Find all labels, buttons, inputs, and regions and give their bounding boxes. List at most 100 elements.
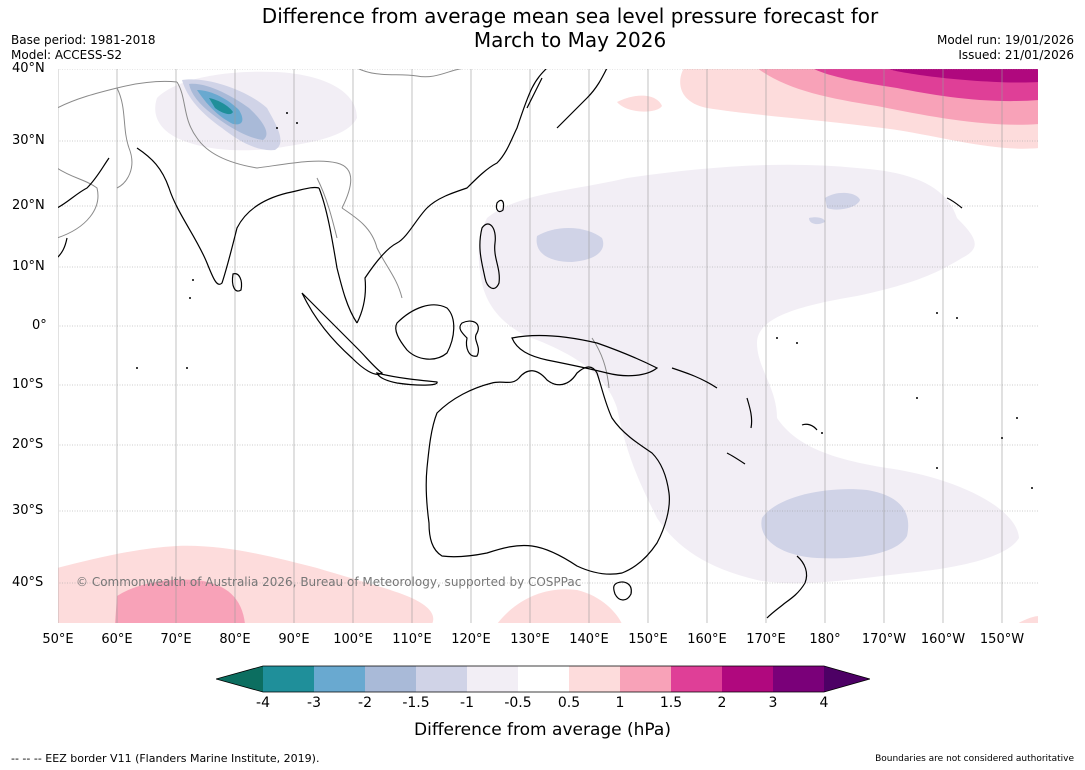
coast-india bbox=[136, 147, 320, 285]
coast-vanuatu bbox=[746, 397, 753, 429]
positive-anomaly-small-patch bbox=[617, 95, 662, 112]
coast-arabia bbox=[57, 157, 110, 259]
lon-label-90e: 90°E bbox=[278, 632, 310, 647]
map-frame bbox=[57, 68, 1039, 624]
colorbar-outline bbox=[216, 665, 870, 693]
coast-taiwan bbox=[495, 199, 505, 213]
coast-sumatra bbox=[301, 292, 384, 375]
colorbar-swatch-5 bbox=[467, 666, 518, 692]
border-arabia bbox=[57, 167, 99, 239]
island-dot bbox=[916, 397, 918, 399]
island-dot bbox=[189, 297, 191, 299]
island-dot bbox=[936, 312, 938, 314]
colorbar-swatch-9 bbox=[671, 666, 722, 692]
island-dot bbox=[796, 342, 798, 344]
meta-left: Base period: 1981-2018 Model: ACCESS-S2 bbox=[11, 33, 156, 63]
coast-fiji bbox=[801, 423, 818, 431]
border-india-pakistan bbox=[176, 81, 258, 169]
lat-label-20s: 20°S bbox=[12, 437, 44, 452]
lon-label-120e: 120°E bbox=[451, 632, 491, 647]
lon-label-140e: 140°E bbox=[569, 632, 609, 647]
negative-anomaly-1-north-pacific bbox=[825, 192, 860, 210]
lon-label-170e: 170°E bbox=[746, 632, 786, 647]
positive-anomaly-0-5-south-east bbox=[1017, 616, 1039, 624]
colorbar-tick: -4 bbox=[256, 695, 270, 711]
colorbar-swatch-10 bbox=[722, 666, 773, 692]
colorbar-swatch-8 bbox=[620, 666, 671, 692]
coast-java bbox=[376, 372, 438, 386]
island-dot bbox=[296, 122, 298, 124]
negative-anomaly-1-tiny bbox=[809, 217, 825, 225]
lon-label-130e: 130°E bbox=[510, 632, 550, 647]
lat-label-10s: 10°S bbox=[12, 377, 44, 392]
coast-new-caledonia bbox=[726, 452, 746, 465]
coast-borneo bbox=[395, 304, 455, 360]
island-dot bbox=[136, 367, 138, 369]
island-dot bbox=[936, 467, 938, 469]
colorbar-tick: -3 bbox=[307, 695, 321, 711]
coast-tasmania bbox=[613, 581, 632, 601]
lat-label-10n: 10°N bbox=[12, 259, 45, 274]
island-dot bbox=[286, 112, 288, 114]
colorbar-tick: 2 bbox=[717, 695, 727, 711]
lon-label-170w: 170°W bbox=[861, 632, 907, 647]
island-dots bbox=[136, 112, 1033, 489]
negative-anomaly-1-west-pacific bbox=[536, 227, 604, 262]
model-name: Model: ACCESS-S2 bbox=[11, 48, 123, 62]
colorbar-tick: 1.5 bbox=[659, 695, 683, 711]
model-run: Model run: 19/01/2026 bbox=[936, 33, 1074, 47]
colorbar-tick: -1.5 bbox=[402, 695, 430, 711]
border-png-indonesia bbox=[591, 337, 610, 389]
lat-label-30n: 30°N bbox=[12, 133, 45, 148]
coast-sri-lanka bbox=[231, 273, 243, 292]
lon-label-180: 180° bbox=[809, 632, 841, 647]
copyright-notice: © Commonwealth of Australia 2026, Bureau… bbox=[76, 575, 582, 589]
coast-japan-korea bbox=[526, 68, 608, 129]
lon-label-100e: 100°E bbox=[333, 632, 373, 647]
island-dot bbox=[1016, 417, 1018, 419]
positive-anomaly-1-south-west bbox=[115, 579, 245, 624]
border-myanmar bbox=[316, 177, 338, 239]
colorbar bbox=[216, 665, 870, 693]
lat-label-20n: 20°N bbox=[12, 198, 45, 213]
positive-anomaly-0-5-south-australia bbox=[497, 589, 622, 624]
coast-australia bbox=[425, 366, 670, 575]
issued-date: Issued: 21/01/2026 bbox=[958, 48, 1074, 62]
colorbar-tick: -0.5 bbox=[504, 695, 532, 711]
island-dot bbox=[776, 337, 778, 339]
lon-label-160w: 160°W bbox=[920, 632, 966, 647]
lat-label-40s: 40°S bbox=[12, 575, 44, 590]
border-china-mongolia bbox=[356, 68, 468, 78]
coast-se-asia bbox=[318, 68, 548, 324]
country-borders bbox=[57, 68, 610, 389]
border-thailand-laos bbox=[341, 207, 403, 299]
island-dot bbox=[956, 317, 958, 319]
coast-new-guinea bbox=[511, 334, 659, 377]
lat-label-40n: 40°N bbox=[12, 61, 45, 76]
colorbar-tick: -1 bbox=[460, 695, 474, 711]
base-period: Base period: 1981-2018 bbox=[11, 33, 156, 47]
colorbar-swatch-1 bbox=[263, 666, 314, 692]
negative-anomaly-1-tasman bbox=[761, 489, 909, 559]
colorbar-tick: 4 bbox=[819, 695, 829, 711]
colorbar-swatch-7 bbox=[569, 666, 620, 692]
positive-anomaly-2-ne bbox=[887, 68, 1039, 83]
colorbar-swatch-3 bbox=[365, 666, 416, 692]
colorbar-title: Difference from average (hPa) bbox=[414, 720, 671, 740]
lon-label-110e: 110°E bbox=[392, 632, 432, 647]
footer-eez-note: -- -- -- EEZ border V11 (Flanders Marine… bbox=[11, 752, 320, 765]
title-line-2: March to May 2026 bbox=[473, 28, 667, 52]
colorbar-swatch-4 bbox=[416, 666, 467, 692]
colorbar-tick: 1 bbox=[615, 695, 625, 711]
island-dot bbox=[1001, 437, 1003, 439]
lon-label-60e: 60°E bbox=[101, 632, 133, 647]
lon-label-70e: 70°E bbox=[160, 632, 192, 647]
colorbar-swatch-2 bbox=[314, 666, 365, 692]
coastlines bbox=[57, 68, 963, 619]
island-dot bbox=[186, 367, 188, 369]
border-india-china bbox=[256, 160, 352, 209]
colorbar-tick: -2 bbox=[358, 695, 372, 711]
title-line-1: Difference from average mean sea level p… bbox=[261, 4, 879, 28]
footer-boundary-note: Boundaries are not considered authoritat… bbox=[875, 754, 1074, 764]
colorbar-tick: 0.5 bbox=[557, 695, 581, 711]
